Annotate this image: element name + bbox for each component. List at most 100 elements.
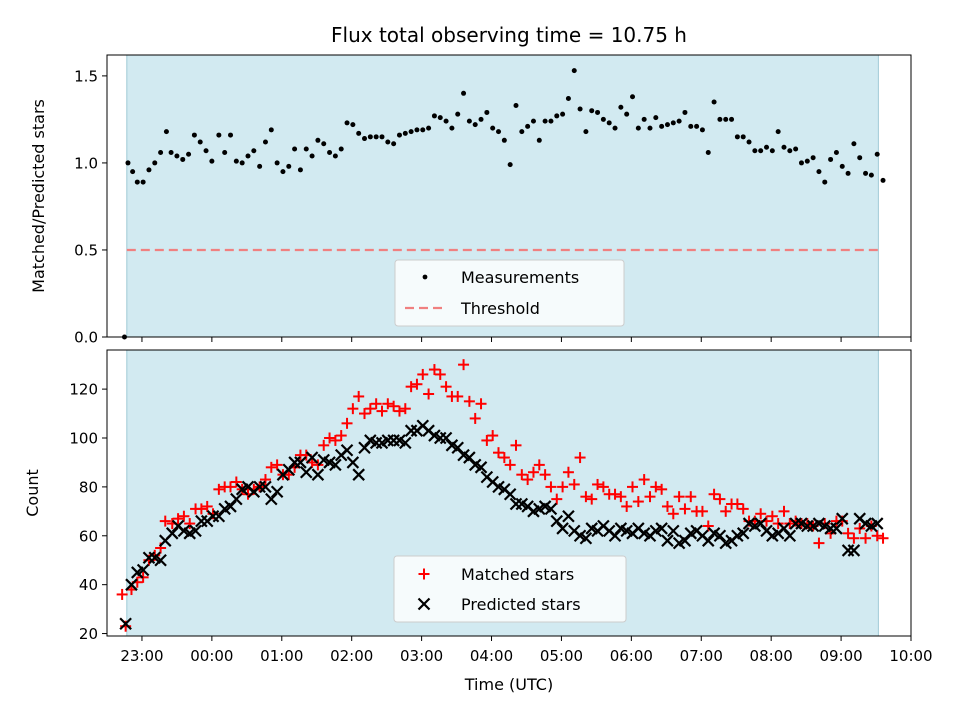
- measurement-point: [711, 99, 717, 105]
- measurement-point: [146, 167, 152, 173]
- matched-star-point: [493, 447, 505, 459]
- predicted-star-point-b: [428, 429, 441, 442]
- measurement-point: [426, 125, 432, 131]
- measurement-point: [839, 163, 845, 169]
- measurement-point: [635, 125, 641, 131]
- matched-star-point: [860, 532, 872, 544]
- measurement-point: [209, 158, 215, 164]
- predicted-star-point: [556, 522, 569, 535]
- matched-star-point: [661, 500, 673, 512]
- time-x-ticks: 23:00 00:00 01:00 02:00 03:00 04:00 05:00 06:00…: [120, 636, 933, 665]
- predicted-star-point-b: [783, 529, 797, 543]
- y-tick-label: 120: [69, 381, 98, 399]
- measurement-point: [472, 122, 478, 128]
- predicted-star-point: [661, 534, 674, 547]
- measurement-point: [775, 129, 781, 135]
- measurement-point: [880, 177, 886, 183]
- predicted-star-point: [270, 485, 284, 499]
- y-tick-label: 40: [79, 576, 98, 594]
- matched-star-point: [498, 452, 510, 464]
- matched-star-point: [510, 439, 522, 451]
- predicted-star-point-b: [754, 517, 767, 530]
- measurement-point: [595, 109, 601, 115]
- y-tick-label: 80: [79, 478, 98, 496]
- matched-star-point: [731, 498, 743, 510]
- measurement-point: [251, 148, 257, 154]
- matched-star-point: [755, 508, 767, 520]
- measurement-point: [507, 162, 513, 168]
- x-tick-label: 02:00: [330, 647, 373, 665]
- predicted-star-point-b: [736, 527, 750, 540]
- measurement-point: [530, 118, 536, 124]
- predicted-star-point: [579, 531, 593, 545]
- measurement-point: [385, 139, 391, 145]
- matched-star-point: [116, 588, 128, 600]
- measurement-point: [816, 169, 822, 175]
- predicted-star-point-b: [148, 551, 162, 565]
- x-tick-label: 09:00: [819, 647, 862, 665]
- measurement-point: [630, 94, 636, 100]
- measurement-point: [828, 156, 834, 162]
- matched-star-point: [842, 527, 854, 539]
- predicted-star-point-b: [870, 517, 884, 530]
- measurement-point: [548, 118, 554, 124]
- predicted-star-point-b: [393, 434, 406, 447]
- predicted-star-point-b: [655, 522, 668, 535]
- legend-matched-glyph: [418, 568, 430, 580]
- measurement-point: [130, 169, 136, 175]
- matched-star-point: [405, 381, 417, 393]
- measurement-point: [793, 146, 799, 152]
- measurement-point: [752, 148, 758, 154]
- predicted-star-point: [259, 480, 272, 494]
- count-panel-frame: [106, 349, 912, 637]
- matched-star-point: [539, 469, 551, 481]
- predicted-star-point-b: [614, 522, 628, 535]
- measurement-point: [437, 115, 443, 121]
- measurement-point: [168, 149, 174, 155]
- measurement-point: [729, 116, 735, 122]
- measurement-point: [257, 163, 263, 169]
- measurement-point: [734, 134, 740, 140]
- predicted-star-point-b: [329, 458, 342, 472]
- x-tick-label: 04:00: [470, 647, 513, 665]
- matched-star-point: [428, 364, 440, 376]
- measurement-point: [868, 172, 874, 178]
- y-tick-label: 60: [79, 527, 98, 545]
- x-tick-label: 08:00: [750, 647, 793, 665]
- ratio-legend: Measurements Threshold: [394, 259, 625, 327]
- matched-star-point: [656, 483, 668, 495]
- measurement-point: [174, 153, 180, 159]
- predicted-star-point: [189, 524, 202, 538]
- predicted-star-point-b: [119, 617, 132, 631]
- predicted-star-point-b: [352, 468, 365, 481]
- matched-star-point: [178, 510, 190, 522]
- predicted-star-point-b: [550, 514, 564, 528]
- predicted-star-point: [305, 451, 319, 464]
- measurement-point: [332, 153, 338, 159]
- measurement-point: [125, 160, 131, 166]
- y-tick-label: 100: [69, 430, 98, 448]
- matched-star-point: [562, 466, 574, 478]
- predicted-star-point: [503, 487, 517, 501]
- measurement-point: [402, 130, 408, 136]
- predicted-star-point: [847, 544, 861, 557]
- predicted-star-point: [835, 512, 849, 525]
- matched-star-point: [638, 474, 650, 486]
- matched-star-point: [720, 505, 732, 517]
- measurement-point: [659, 123, 665, 129]
- measurement-point: [501, 137, 507, 143]
- measurement-point: [618, 104, 624, 110]
- predicted-star-point-b: [451, 441, 465, 455]
- count-y-ticks: 20 40 60 80 100 120: [69, 381, 107, 643]
- matched-star-point: [871, 530, 883, 542]
- predicted-star-point-b: [515, 497, 529, 511]
- measurement-point: [338, 146, 344, 152]
- predicted-star-point: [352, 468, 365, 481]
- measurement-point: [408, 129, 414, 135]
- measurement-point: [571, 68, 577, 74]
- matched-star-point: [230, 476, 242, 488]
- measurement-point: [781, 144, 787, 150]
- measurement-point: [653, 115, 659, 121]
- measurement-point: [268, 127, 274, 133]
- matched-star-point: [557, 481, 569, 493]
